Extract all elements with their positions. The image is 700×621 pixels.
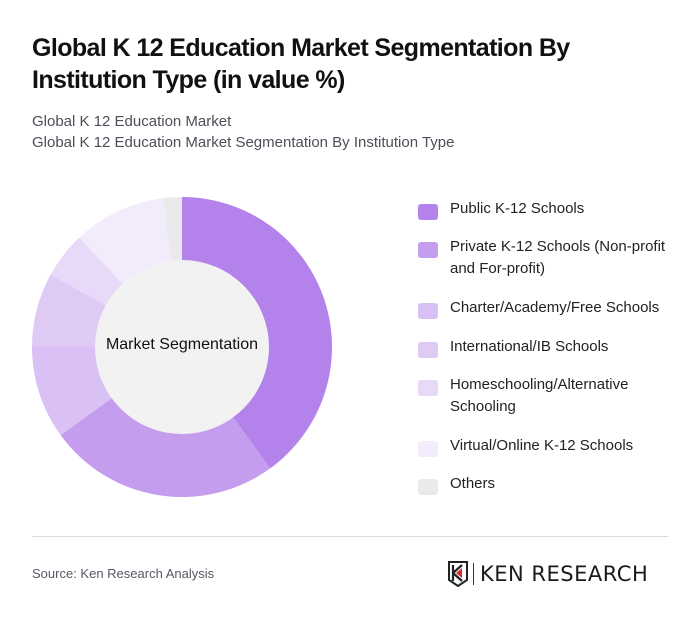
legend-label: Private K-12 Schools (Non-profit and For… — [450, 238, 666, 277]
legend-item-virtual[interactable]: Virtual/Online K-12 Schools — [418, 435, 675, 457]
legend-item-international[interactable]: International/IB Schools — [418, 336, 675, 358]
source-text: Source: Ken Research Analysis — [32, 566, 215, 581]
legend-item-private[interactable]: Private K-12 Schools (Non-profit and For… — [418, 236, 675, 280]
legend-swatch — [418, 479, 438, 495]
legend-label: Public K-12 Schools — [450, 200, 585, 217]
subtitle-market: Global K 12 Education Market — [32, 113, 232, 130]
legend-swatch — [418, 441, 438, 457]
legend-label: Virtual/Online K-12 Schools — [450, 437, 634, 454]
legend-swatch — [418, 242, 438, 258]
legend-item-charter[interactable]: Charter/Academy/Free Schools — [418, 297, 675, 319]
legend-swatch — [418, 380, 438, 396]
logo-separator — [473, 563, 474, 585]
legend-swatch — [418, 342, 438, 358]
ken-shield-icon — [448, 561, 468, 588]
donut-center — [95, 260, 269, 434]
subtitle-segmentation: Global K 12 Education Market Segmentatio… — [32, 134, 455, 151]
donut-center-label: Market Segmentation — [105, 336, 259, 353]
legend-label: Charter/Academy/Free Schools — [450, 299, 660, 316]
legend-label: Homeschooling/Alternative Schooling — [450, 376, 629, 415]
donut-chart — [32, 197, 332, 497]
legend-item-others[interactable]: Others — [418, 473, 675, 495]
legend-item-public[interactable]: Public K-12 Schools — [418, 198, 675, 220]
legend-label: International/IB Schools — [450, 338, 609, 355]
logo-text: KEN RESEARCH — [480, 562, 649, 586]
legend-swatch — [418, 204, 438, 220]
legend-item-homeschooling[interactable]: Homeschooling/Alternative Schooling — [418, 374, 675, 418]
footer-divider — [32, 536, 668, 537]
chart-title: Global K 12 Education Market Segmentatio… — [32, 34, 570, 94]
legend-label: Others — [450, 475, 496, 492]
ken-research-logo: KEN RESEARCH — [447, 560, 648, 588]
legend-swatch — [418, 303, 438, 319]
